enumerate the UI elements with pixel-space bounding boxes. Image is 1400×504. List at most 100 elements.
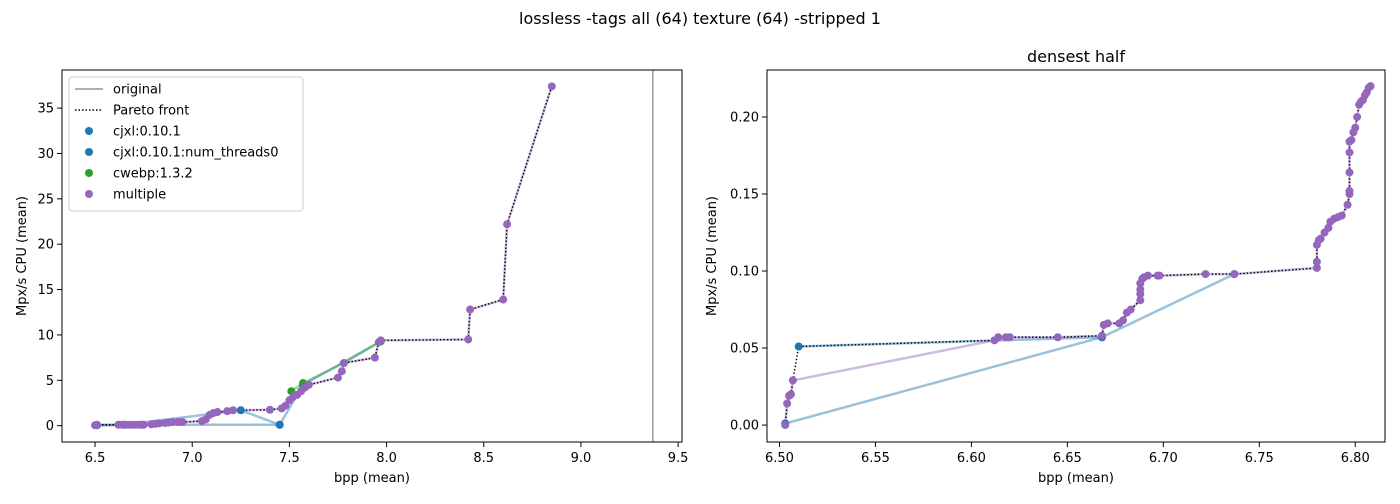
point-2-55 <box>1366 82 1375 91</box>
y-tick-label-4: 0.20 <box>730 110 759 125</box>
point-2-4 <box>788 376 797 385</box>
x-tick-label-6: 6.80 <box>1341 451 1370 466</box>
plot-frame <box>766 69 1386 443</box>
point-3-41 <box>499 295 508 304</box>
point-2-41 <box>1345 186 1354 195</box>
point-2-28 <box>1312 263 1321 272</box>
point-3-23 <box>229 406 238 415</box>
legend-label-4: cwebp:1.3.2 <box>113 167 193 182</box>
point-3-33 <box>333 373 342 382</box>
legend-swatch-4 <box>85 169 93 177</box>
y-tick-label-1: 0.05 <box>730 342 759 357</box>
y-tick-label-3: 0.15 <box>730 188 759 203</box>
point-3-21 <box>213 408 222 417</box>
x-tick-label-3: 6.65 <box>1053 451 1082 466</box>
point-1-2 <box>275 420 284 429</box>
point-2-32 <box>1316 234 1325 243</box>
y-tick-label-0: 0.00 <box>730 419 759 434</box>
point-3-7 <box>133 420 142 429</box>
point-0-0 <box>794 342 803 351</box>
point-3-43 <box>547 82 556 91</box>
y-tick-label-5: 25 <box>37 192 54 207</box>
point-3-36 <box>370 353 379 362</box>
legend-label-2: cjxl:0.10.1 <box>113 125 181 140</box>
point-2-39 <box>1343 200 1352 209</box>
figure-title: lossless -tags all (64) texture (64) -st… <box>519 9 881 28</box>
x-tick-label-4: 8.5 <box>473 451 494 466</box>
legend-swatch-5 <box>85 190 93 198</box>
legend-label-5: multiple <box>113 188 166 203</box>
point-2-42 <box>1345 168 1354 177</box>
point-3-40 <box>466 305 475 314</box>
plot-title: densest half <box>1027 47 1125 66</box>
y-axis-label: Mpx/s CPU (mean) <box>15 196 30 316</box>
point-2-19 <box>1136 285 1145 294</box>
y-tick-label-4: 20 <box>37 238 54 253</box>
legend-box <box>68 76 304 212</box>
x-tick-label-1: 6.55 <box>861 451 890 466</box>
x-tick-label-2: 6.60 <box>957 451 986 466</box>
y-tick-label-2: 0.10 <box>730 265 759 280</box>
y-axis-label: Mpx/s CPU (mean) <box>705 196 720 316</box>
pareto-front-line <box>784 85 1372 426</box>
point-2-23 <box>1143 271 1152 280</box>
x-tick-label-0: 6.5 <box>85 451 106 466</box>
point-3-38 <box>376 336 385 345</box>
point-2-1 <box>783 399 792 408</box>
plot-frame <box>61 69 683 443</box>
x-tick-label-2: 7.5 <box>279 451 300 466</box>
point-3-34 <box>337 367 346 376</box>
legend: original Pareto front cjxl:0.10.1 cjxl:0.10… <box>68 76 304 212</box>
point-3-32 <box>304 380 313 389</box>
point-3-14 <box>168 418 177 427</box>
x-tick-label-1: 7.0 <box>182 451 203 466</box>
point-2-8 <box>1005 333 1014 342</box>
y-tick-label-1: 5 <box>46 374 54 389</box>
y-tick-label-7: 35 <box>37 102 54 117</box>
x-tick-label-5: 9.0 <box>571 451 592 466</box>
point-2-43 <box>1345 148 1354 157</box>
x-tick-label-6: 9.5 <box>668 451 689 466</box>
legend-swatch-2 <box>85 127 93 135</box>
point-3-24 <box>265 405 274 414</box>
legend-label-1: Pareto front <box>113 104 189 119</box>
plot-right-densest-half: densest half 6.50 6.55 6.60 6.65 6.70 6.75 6.80… <box>705 47 1386 486</box>
series-line-2 <box>290 340 382 393</box>
x-axis-label: bpp (mean) <box>334 471 410 486</box>
point-2-27 <box>1230 270 1239 279</box>
y-tick-label-0: 0 <box>46 419 54 434</box>
point-2-26 <box>1201 270 1210 279</box>
series-line-1 <box>784 272 1235 425</box>
point-2-45 <box>1347 136 1356 145</box>
x-tick-label-3: 8.0 <box>376 451 397 466</box>
point-2-47 <box>1351 123 1360 132</box>
point-2-14 <box>1119 316 1128 325</box>
point-2-16 <box>1126 305 1135 314</box>
x-axis-label: bpp (mean) <box>1038 471 1114 486</box>
point-2-3 <box>786 390 795 399</box>
point-2-17 <box>1136 296 1145 305</box>
plot-left: 6.5 7.0 7.5 8.0 8.5 9.0 9.5 0 5 10 15 20 25 30 35 bpp (… <box>15 69 689 486</box>
point-2-25 <box>1155 271 1164 280</box>
legend-label-0: original <box>113 83 162 98</box>
legend-swatch-3 <box>85 148 93 156</box>
point-2-0 <box>781 421 790 430</box>
point-3-11 <box>155 419 164 428</box>
y-tick-label-3: 15 <box>37 283 54 298</box>
x-tick-label-0: 6.50 <box>765 451 794 466</box>
point-3-8 <box>139 420 148 429</box>
series-line-2 <box>783 85 1372 426</box>
point-0-2 <box>236 406 245 415</box>
x-tick-label-5: 6.75 <box>1245 451 1274 466</box>
legend-label-3: cjxl:0.10.1:num_threads0 <box>113 146 278 161</box>
y-tick-label-6: 30 <box>37 147 54 162</box>
point-2-12 <box>1103 319 1112 328</box>
point-2-48 <box>1353 112 1362 121</box>
point-2-38 <box>1337 211 1346 220</box>
point-2-34 <box>1324 223 1333 232</box>
point-2-9 <box>1053 333 1062 342</box>
point-3-39 <box>464 335 473 344</box>
x-tick-label-4: 6.70 <box>1149 451 1178 466</box>
